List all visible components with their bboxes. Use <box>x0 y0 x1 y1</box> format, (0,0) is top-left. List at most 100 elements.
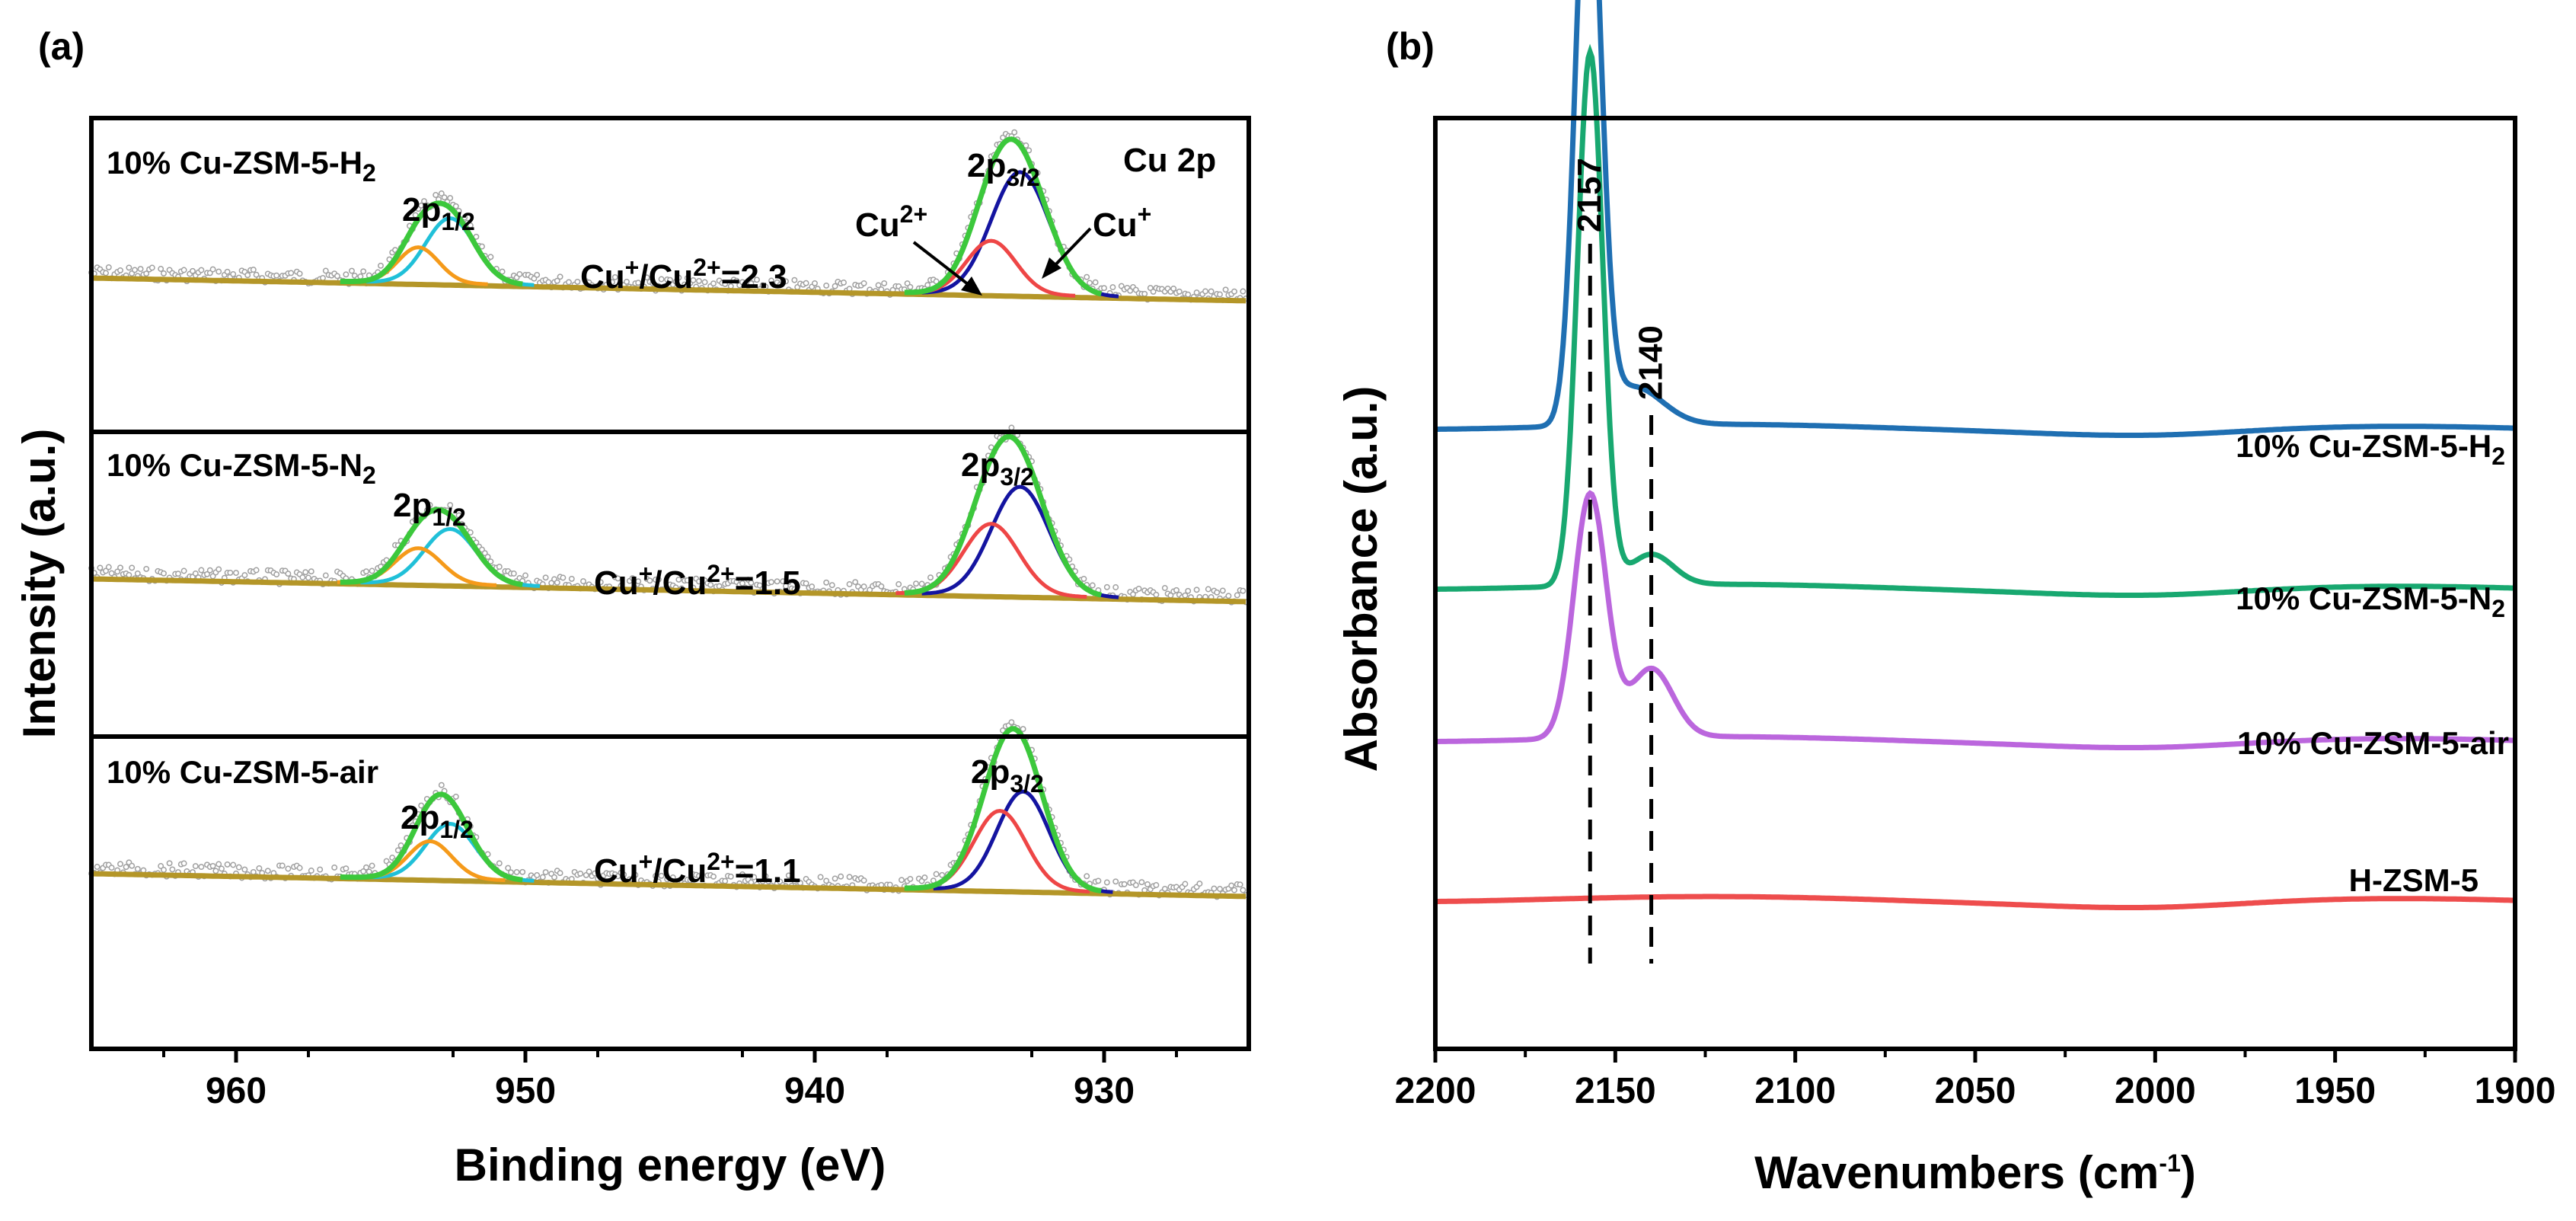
raw-data-point <box>1219 587 1226 594</box>
raw-data-point <box>684 577 691 583</box>
raw-data-point <box>580 578 586 585</box>
raw-data-point <box>765 878 772 884</box>
raw-data-point <box>669 874 676 881</box>
raw-data-point <box>597 579 604 586</box>
raw-data-point <box>273 272 280 279</box>
raw-data-point <box>655 576 662 583</box>
raw-data-point <box>230 270 237 277</box>
raw-data-point <box>452 793 459 800</box>
raw-data-point <box>777 281 784 288</box>
raw-data-point <box>783 278 789 285</box>
peak-label-h2-1-2: 2p1/2 <box>402 191 475 235</box>
raw-data-point <box>513 869 520 875</box>
raw-data-point <box>256 865 263 871</box>
xps-x-tick-label: 930 <box>1074 1071 1135 1111</box>
raw-data-point <box>117 861 123 868</box>
ir-x-axis-title: Wavenumbers (cm-1) <box>1754 1147 2196 1198</box>
raw-data-point <box>557 870 563 877</box>
raw-data-point <box>768 579 774 586</box>
raw-data-point <box>522 572 528 579</box>
raw-data-point <box>129 564 136 571</box>
raw-data-point <box>794 583 801 590</box>
cu2plus-annotation: Cu2+ <box>855 200 927 244</box>
raw-data-point <box>158 863 164 869</box>
raw-data-point <box>510 571 517 577</box>
ir-y-axis-title: Absorbance (a.u.) <box>1336 386 1387 772</box>
raw-data-point <box>1176 288 1183 295</box>
raw-data-point <box>1153 591 1160 598</box>
raw-data-point <box>452 203 459 209</box>
fit-background <box>91 871 1247 900</box>
raw-data-point <box>397 842 404 849</box>
raw-data-point <box>846 581 853 587</box>
raw-data-point <box>279 862 286 869</box>
raw-data-point <box>1008 424 1015 431</box>
raw-data-point <box>1208 288 1215 295</box>
raw-data-point <box>143 270 150 277</box>
raw-data-point <box>369 567 375 574</box>
raw-data-point <box>126 571 132 578</box>
raw-data-point <box>285 865 292 872</box>
raw-data-point <box>499 268 506 275</box>
raw-data-point <box>762 873 769 880</box>
raw-data-point <box>250 267 257 273</box>
raw-data-point <box>557 273 563 280</box>
ir-label-air: 10% Cu-ZSM-5-air <box>2237 725 2509 761</box>
xps-x-tick-label: 940 <box>784 1071 845 1111</box>
raw-data-point <box>878 583 885 590</box>
raw-data-point <box>895 581 902 587</box>
raw-data-point <box>253 567 260 574</box>
xps-series <box>88 719 1250 900</box>
raw-data-point <box>215 566 222 573</box>
peak-label-air-3-2: 2p3/2 <box>971 753 1044 797</box>
raw-data-point <box>1182 592 1189 599</box>
raw-data-point <box>206 567 213 574</box>
raw-data-point <box>921 874 928 881</box>
raw-data-point <box>103 567 109 574</box>
raw-data-point <box>105 564 112 571</box>
fit-background <box>91 576 1247 605</box>
raw-data-point <box>759 878 766 885</box>
raw-data-point <box>1089 582 1096 589</box>
ir-x-tick-label: 2150 <box>1575 1071 1656 1111</box>
raw-data-point <box>817 874 824 881</box>
raw-data-point <box>701 279 708 286</box>
raw-data-point <box>461 214 468 221</box>
raw-data-point <box>577 870 584 877</box>
subplot-frame-air <box>89 734 1251 1051</box>
region-label: Cu 2p <box>1123 142 1216 179</box>
raw-data-point <box>650 280 656 286</box>
raw-data-point <box>455 512 462 519</box>
raw-data-point <box>198 567 205 574</box>
raw-data-point <box>484 554 491 561</box>
xps-series <box>88 424 1250 606</box>
raw-data-point <box>1112 878 1119 885</box>
raw-data-point <box>233 570 239 577</box>
ir-x-tick-label: 2200 <box>1395 1071 1476 1111</box>
raw-data-point <box>542 574 549 581</box>
raw-data-point <box>1193 587 1200 593</box>
raw-data-point <box>667 276 673 283</box>
raw-data-point <box>751 874 758 881</box>
raw-data-point <box>227 569 234 576</box>
raw-data-point <box>832 283 838 289</box>
raw-data-point <box>886 881 893 888</box>
raw-data-point <box>696 578 702 585</box>
raw-data-point <box>299 574 306 580</box>
cuplus-arrowhead <box>1042 257 1061 279</box>
raw-data-point <box>126 264 132 271</box>
raw-data-point <box>1153 882 1160 888</box>
raw-data-point <box>1161 885 1168 892</box>
raw-data-point <box>774 578 780 585</box>
raw-data-point <box>658 276 665 283</box>
raw-data-point <box>308 568 314 575</box>
raw-data-point <box>768 277 774 284</box>
raw-data-point <box>791 276 798 283</box>
raw-data-point <box>230 861 237 868</box>
raw-data-point <box>609 279 615 286</box>
raw-data-point <box>1211 885 1218 892</box>
raw-data-point <box>722 280 729 287</box>
ir-x-tick-label: 2100 <box>1754 1071 1836 1111</box>
raw-data-point <box>105 264 112 270</box>
